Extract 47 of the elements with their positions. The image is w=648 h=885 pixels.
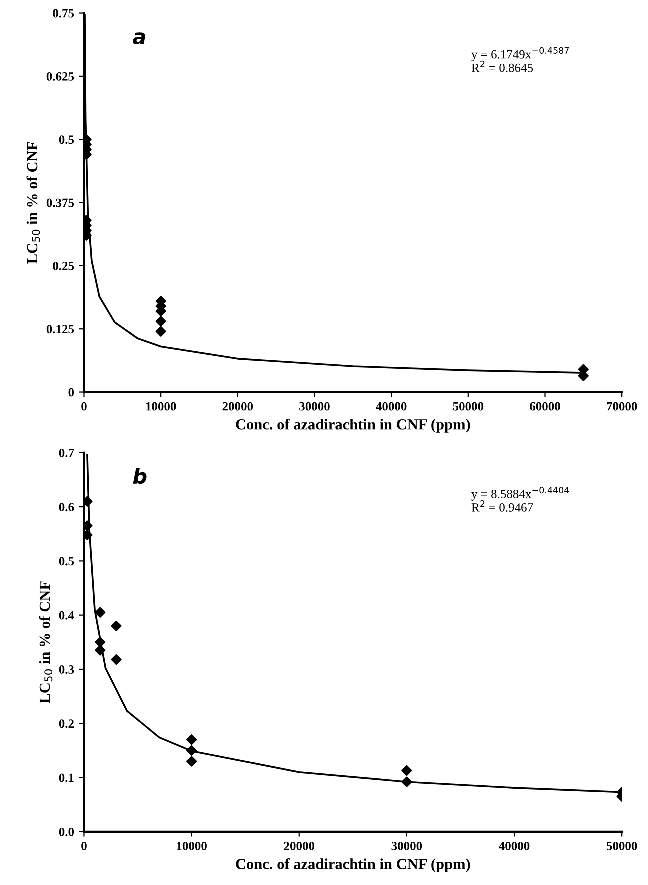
y-tick-label: 0.7 — [59, 448, 74, 458]
x-tick-label: 30000 — [300, 402, 330, 411]
x-tick-label: 40000 — [499, 842, 530, 850]
y-axis-title: LC$_{50}$ in % of CNF — [39, 582, 53, 704]
x-tick-label: 10000 — [146, 402, 176, 411]
annotation: b — [133, 468, 147, 484]
y-tick-label: 0.6 — [59, 503, 74, 512]
y-tick-label: 0.2 — [59, 720, 74, 728]
y-tick-label: 0 — [68, 388, 74, 397]
point — [402, 776, 412, 788]
text: y = 6.1749x$^{−0.4587}$ R$^{2}$ = 0.8645 — [472, 47, 569, 72]
point — [186, 756, 198, 767]
x-tick-label: 50000 — [606, 842, 638, 850]
y-tick-label: 0.0 — [59, 828, 74, 836]
y-tick-label: 0.125 — [46, 325, 74, 334]
y-tick-label: 0.25 — [53, 262, 74, 270]
point — [111, 654, 122, 666]
x-tick-label: 70000 — [607, 402, 638, 411]
point — [186, 734, 198, 746]
y-tick-label: 0.75 — [53, 9, 74, 18]
x-tick-label: 30000 — [392, 842, 422, 850]
point — [402, 765, 412, 776]
point — [111, 620, 122, 632]
y-tick-label: 0.4 — [59, 611, 74, 620]
point — [95, 645, 106, 656]
x-tick-label: 60000 — [530, 402, 560, 411]
y-tick-label: 0.1 — [59, 774, 74, 782]
y-tick-label: 0.5 — [59, 136, 74, 144]
x-tick-label: 20000 — [284, 842, 315, 850]
point — [95, 607, 106, 618]
x-tick-label: 50000 — [453, 402, 484, 411]
x-tick-label: 0 — [82, 402, 87, 411]
text: y = 8.5884x$^{−0.4404}$ R$^{2}$ = 0.9467 — [472, 487, 570, 512]
x-tick-label: 0 — [82, 842, 87, 850]
point — [95, 637, 106, 648]
x-tick-label: 10000 — [177, 842, 207, 850]
x-tick-label: 20000 — [222, 402, 254, 411]
y-tick-label: 0.3 — [59, 666, 74, 674]
y-tick-label: 0.625 — [46, 72, 74, 81]
y-tick-label: 0.5 — [59, 557, 74, 566]
annotation: a — [133, 32, 146, 45]
x-axis-title: Conc. of azadirachtin in CNF (ppm) — [236, 418, 470, 433]
x-axis-title: Conc. of azadirachtin in CNF (ppm) — [236, 858, 470, 873]
y-tick-label: 0.375 — [46, 198, 74, 208]
point — [186, 745, 198, 756]
y-axis-title: LC$_{50}$ in % of CNF — [26, 142, 40, 264]
x-tick-label: 40000 — [376, 402, 407, 411]
